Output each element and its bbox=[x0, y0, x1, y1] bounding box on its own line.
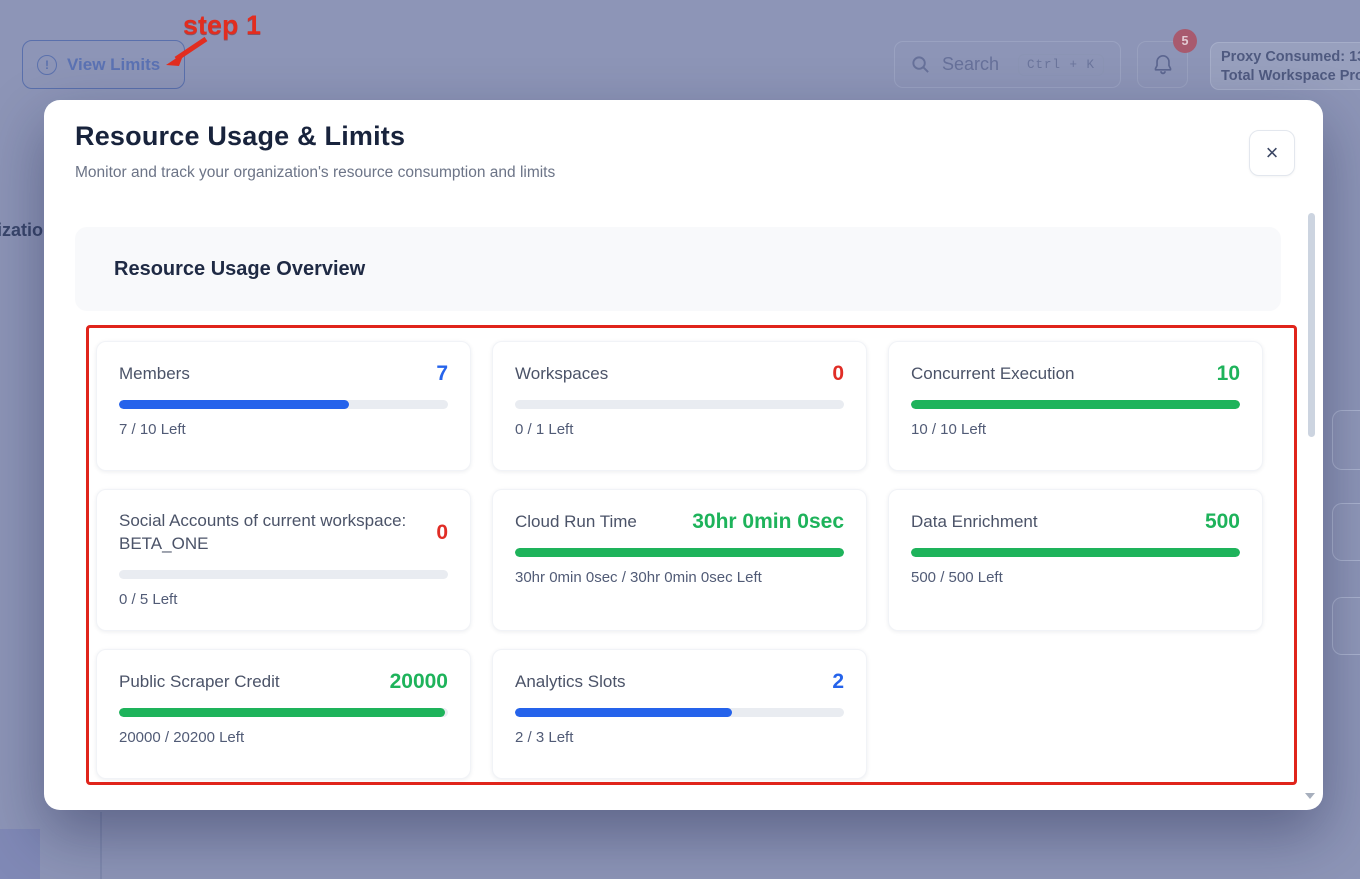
card-remaining-text: 10 / 10 Left bbox=[911, 421, 987, 438]
progress-bar-fill bbox=[119, 708, 445, 717]
search-shortcut-badge: Ctrl + K bbox=[1017, 53, 1104, 76]
search-icon bbox=[912, 56, 929, 73]
card-title: Public Scraper Credit bbox=[119, 671, 280, 691]
progress-bar bbox=[515, 708, 844, 717]
card-remaining-text: 0 / 1 Left bbox=[515, 421, 574, 438]
card-title: Social Accounts of current workspace: BE… bbox=[119, 511, 407, 553]
annotation-arrow-icon bbox=[166, 36, 208, 66]
card-remaining-text: 20000 / 20200 Left bbox=[119, 729, 245, 746]
proxy-total-text: Total Workspace Prox bbox=[1221, 68, 1360, 84]
card-value: 30hr 0min 0sec bbox=[692, 510, 844, 533]
modal-title: Resource Usage & Limits bbox=[75, 121, 406, 151]
usage-cards-grid: Members 7 7 / 10 Left Workspaces 0 0 / 1… bbox=[96, 341, 1263, 779]
progress-bar bbox=[911, 400, 1240, 409]
progress-bar-fill bbox=[515, 548, 844, 557]
proxy-consumed-text: Proxy Consumed: 13 G bbox=[1221, 49, 1360, 65]
background-sidebar-divider bbox=[100, 812, 102, 879]
usage-card-social-accounts: Social Accounts of current workspace: BE… bbox=[96, 489, 471, 631]
progress-bar-fill bbox=[911, 400, 1240, 409]
card-title: Members bbox=[119, 363, 190, 383]
card-value: 7 bbox=[436, 362, 448, 385]
view-limits-button[interactable]: ! View Limits bbox=[22, 40, 185, 89]
usage-card-cloud-run-time: Cloud Run Time 30hr 0min 0sec 30hr 0min … bbox=[492, 489, 867, 631]
background-corner-block bbox=[0, 829, 40, 879]
usage-card-data-enrichment: Data Enrichment 500 500 / 500 Left bbox=[888, 489, 1263, 631]
search-input[interactable]: Search Ctrl + K bbox=[894, 41, 1121, 88]
card-remaining-text: 0 / 5 Left bbox=[119, 590, 178, 608]
modal-subtitle: Monitor and track your organization's re… bbox=[75, 164, 556, 181]
card-remaining-text: 500 / 500 Left bbox=[911, 569, 1003, 586]
background-card-edge bbox=[1332, 503, 1360, 561]
close-button[interactable]: × bbox=[1249, 130, 1295, 176]
progress-bar bbox=[119, 400, 448, 409]
view-limits-label: View Limits bbox=[67, 54, 161, 74]
background-card-edge bbox=[1332, 597, 1360, 655]
resource-usage-modal: Resource Usage & Limits Monitor and trac… bbox=[44, 100, 1323, 810]
progress-bar-fill bbox=[515, 708, 733, 717]
card-value: 10 bbox=[1216, 362, 1240, 385]
card-value: 0 bbox=[832, 362, 844, 385]
overview-section-header: Resource Usage Overview bbox=[75, 227, 1281, 311]
card-title: Analytics Slots bbox=[515, 671, 626, 691]
progress-bar bbox=[119, 708, 448, 717]
usage-card-workspaces: Workspaces 0 0 / 1 Left bbox=[492, 341, 867, 471]
usage-card-public-scraper-credit: Public Scraper Credit 20000 20000 / 2020… bbox=[96, 649, 471, 779]
progress-bar-fill bbox=[119, 400, 350, 409]
card-remaining-text: 2 / 3 Left bbox=[515, 729, 574, 746]
card-remaining-text: 7 / 10 Left bbox=[119, 421, 186, 438]
card-remaining-text: 30hr 0min 0sec / 30hr 0min 0sec Left bbox=[515, 569, 762, 586]
proxy-summary: Proxy Consumed: 13 G Total Workspace Pro… bbox=[1210, 42, 1360, 90]
notifications-button[interactable] bbox=[1137, 41, 1188, 88]
usage-card-concurrent-execution: Concurrent Execution 10 10 / 10 Left bbox=[888, 341, 1263, 471]
usage-card-members: Members 7 7 / 10 Left bbox=[96, 341, 471, 471]
notification-badge: 5 bbox=[1173, 29, 1197, 53]
modal-scrollbar[interactable] bbox=[1308, 213, 1315, 437]
progress-bar bbox=[911, 548, 1240, 557]
card-value: 20000 bbox=[389, 670, 448, 693]
card-value: 2 bbox=[832, 670, 844, 693]
usage-card-analytics-slots: Analytics Slots 2 2 / 3 Left bbox=[492, 649, 867, 779]
overview-section-title: Resource Usage Overview bbox=[114, 257, 366, 280]
bell-icon bbox=[1154, 54, 1171, 74]
scroll-down-icon bbox=[1305, 793, 1315, 799]
progress-bar bbox=[515, 548, 844, 557]
info-circle-icon: ! bbox=[37, 54, 57, 75]
card-value: 0 bbox=[436, 520, 448, 544]
step-annotation: step 1 bbox=[183, 10, 262, 40]
background-clipped-text: izatio bbox=[0, 220, 44, 240]
progress-bar-fill bbox=[911, 548, 1240, 557]
close-icon: × bbox=[1265, 140, 1279, 165]
background-card-edge bbox=[1332, 410, 1360, 470]
card-title: Data Enrichment bbox=[911, 511, 1038, 531]
progress-bar bbox=[515, 400, 844, 409]
search-placeholder: Search bbox=[942, 54, 1000, 74]
card-title: Cloud Run Time bbox=[515, 511, 637, 531]
progress-bar bbox=[119, 569, 448, 579]
card-title: Workspaces bbox=[515, 363, 609, 383]
card-value: 500 bbox=[1204, 510, 1240, 533]
card-title: Concurrent Execution bbox=[911, 363, 1075, 383]
